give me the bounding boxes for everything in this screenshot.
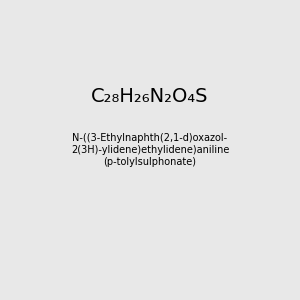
Text: C₂₈H₂₆N₂O₄S: C₂₈H₂₆N₂O₄S [91,86,209,106]
Text: N-((3-Ethylnaphth(2,1-d)oxazol-
2(3H)-ylidene)ethylidene)aniline
(p-tolylsulphon: N-((3-Ethylnaphth(2,1-d)oxazol- 2(3H)-yl… [71,134,229,166]
